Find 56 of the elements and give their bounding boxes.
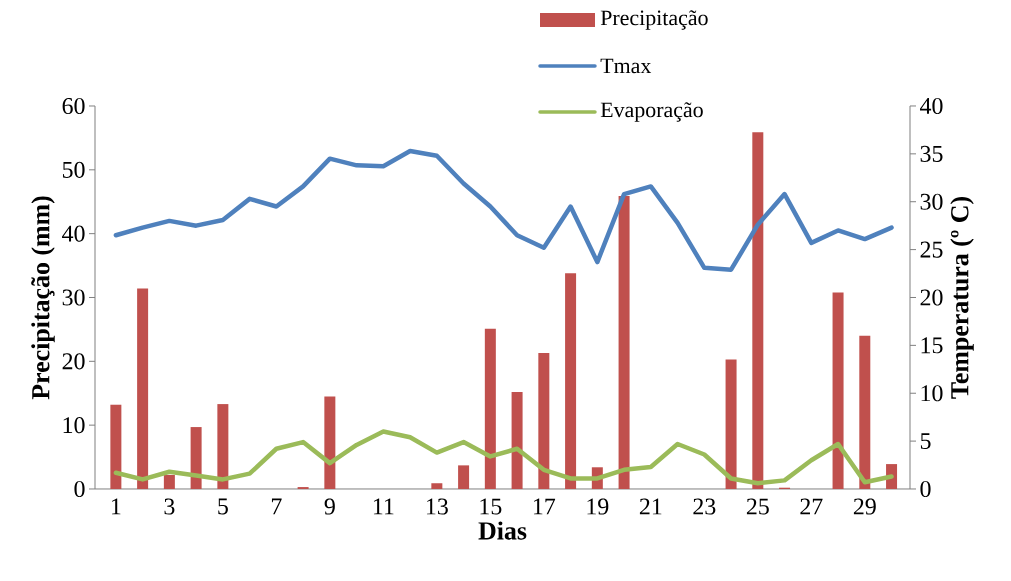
bar [163,474,175,489]
x-tick-label: 29 [853,498,876,515]
bar [217,404,229,489]
y2-tick-label: 30 [920,193,943,210]
x-tick-label: 3 [164,498,175,515]
x-tick-label: 21 [639,498,662,515]
x-tick-label: 5 [218,498,228,515]
bar [458,465,470,489]
y2-tick-label: 10 [921,385,943,402]
bar [431,483,443,489]
y2-tick-label: 15 [921,337,943,354]
line-series [113,429,894,486]
y-tick-label: 0 [74,480,85,498]
y2-tick-label: 5 [920,433,931,450]
legend-label: Tmax [600,58,652,74]
bar [832,292,844,489]
bar [565,273,577,489]
x-tick-label: 13 [426,498,448,515]
x-tick-label: 9 [324,498,335,515]
y-axis-title: Precipitação (mm) [31,196,55,400]
x-tick-label: 1 [111,498,121,515]
x-tick-label: 19 [587,498,609,515]
bar [110,404,122,489]
y-tick-label: 60 [62,97,85,115]
y2-tick-label: 25 [920,241,943,258]
bar [511,391,523,489]
y2-tick-label: 35 [920,145,943,162]
y2-tick-label: 20 [920,289,943,306]
y2-tick-label: 0 [920,480,931,498]
x-tick-label: 27 [800,498,823,515]
y-tick-label: 50 [62,161,85,178]
bar [137,288,149,489]
x-tick-label: 7 [271,498,282,515]
line-series [113,148,894,272]
x-axis-title: Dias [478,521,527,540]
bar [618,195,630,489]
y-tick-label: 40 [62,225,85,242]
x-tick-label: 23 [693,498,716,515]
x-tick-label: 17 [533,498,556,515]
bar [324,396,336,489]
y-tick-label: 30 [62,289,85,306]
legend-label: Precipitação [600,10,708,30]
bar [752,132,764,489]
bar [859,335,871,489]
x-tick-label: 11 [373,498,394,515]
y2-tick-label: 40 [920,97,943,115]
x-tick-label: 15 [480,498,502,515]
legend-label: Evaporação [600,102,703,122]
bar [190,427,202,489]
bar [484,328,496,489]
x-tick-label: 25 [746,498,769,515]
y-tick-label: 10 [63,417,85,434]
bar [725,359,737,489]
y2-axis-title: Temperatura (º C) [950,197,974,399]
y-tick-label: 20 [62,353,85,370]
bar [538,353,550,489]
